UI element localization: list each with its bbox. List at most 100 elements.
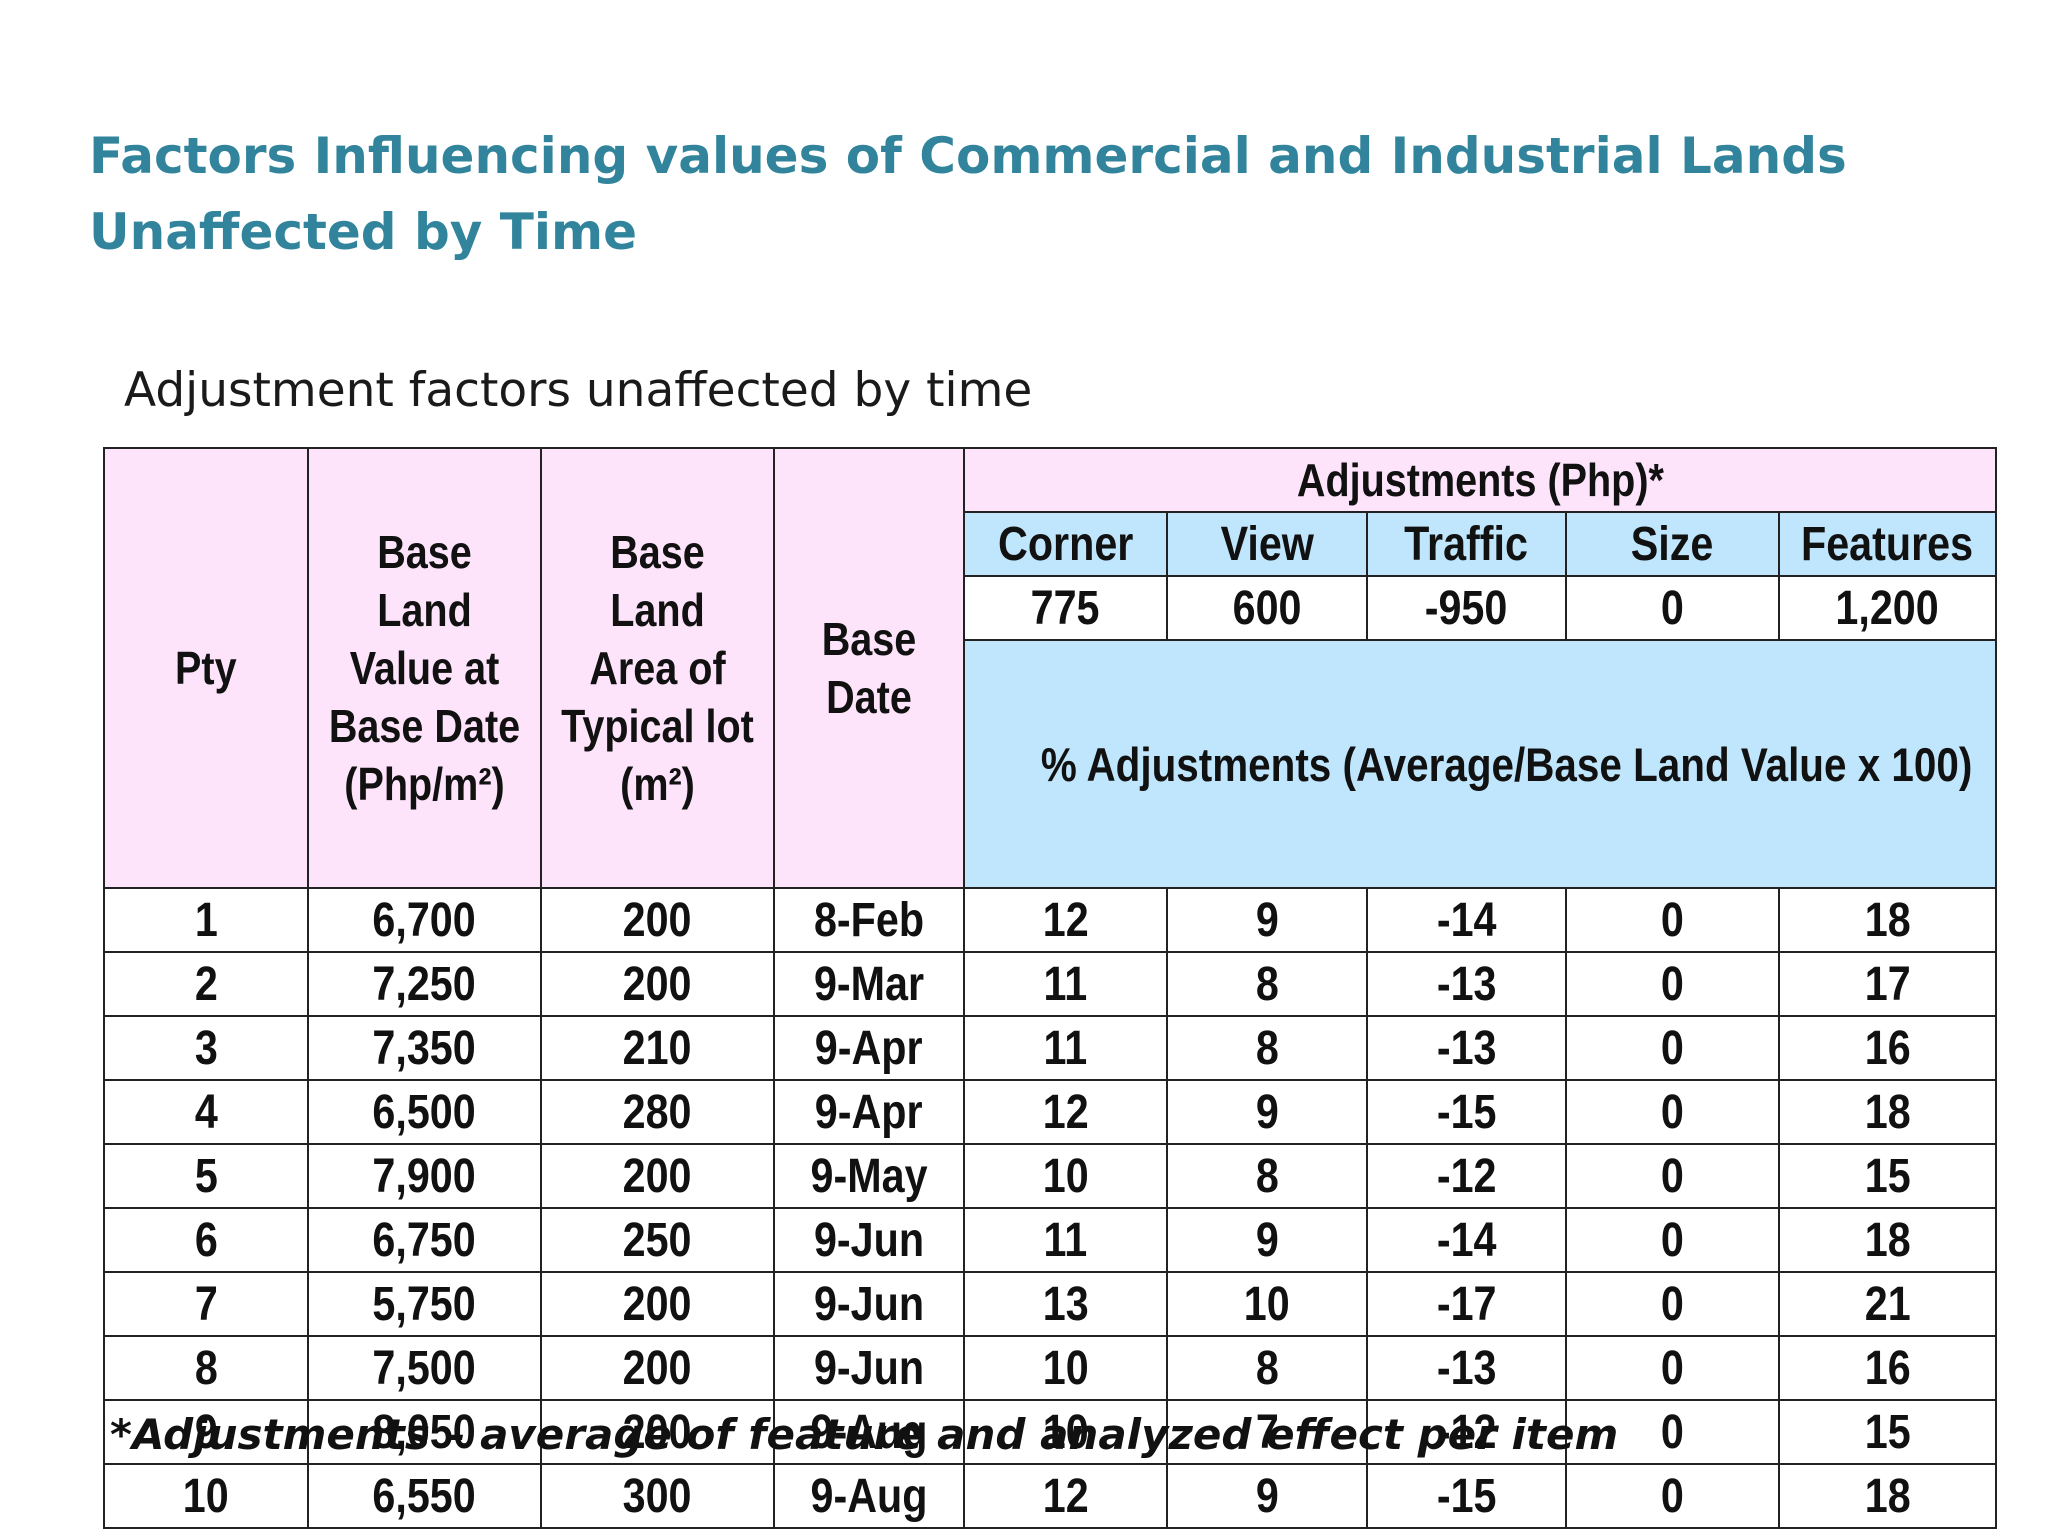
cell-base-land-area: 200: [540, 1143, 775, 1209]
cell-text: 200: [623, 1277, 692, 1331]
cell-pty: 1: [103, 887, 309, 953]
cell-text: 10: [1042, 1405, 1089, 1459]
cell-size: 0: [1565, 1463, 1780, 1529]
cell-size: 0: [1565, 1143, 1780, 1209]
cell-text: 11: [1043, 1021, 1088, 1075]
cell-text: 300: [623, 1469, 692, 1523]
cell-text: 5,750: [372, 1277, 477, 1331]
cell-base-date: 9-Aug: [773, 1463, 965, 1529]
header-pty: Pty: [103, 447, 309, 889]
cell-text: -12: [1436, 1149, 1497, 1203]
cell-text: 8: [1255, 1021, 1279, 1075]
cell-text: 9-Apr: [815, 1021, 923, 1075]
cell-text: 7,250: [372, 957, 477, 1011]
cell-base-date: 9-Aug: [773, 1399, 965, 1465]
table-row: 6 6,750 250 9-Jun 11 9 -14 0 18: [103, 1207, 1998, 1273]
cell-view: 9: [1166, 1207, 1368, 1273]
header-text: % Adjustments (Average/Base Land Value x…: [1040, 737, 1973, 791]
cell-text: 10: [1042, 1341, 1089, 1395]
header-text: View: [1220, 517, 1314, 571]
cell-base-land-area: 300: [540, 1463, 775, 1529]
cell-view: 9: [1166, 1463, 1368, 1529]
cell-text: -14: [1436, 893, 1497, 947]
factor-value-view: 600: [1166, 575, 1368, 641]
cell-text: 10: [183, 1469, 229, 1523]
cell-text: 250: [623, 1213, 692, 1267]
cell-text: 6,500: [372, 1085, 477, 1139]
cell-traffic: -14: [1366, 1207, 1567, 1273]
cell-text: 16: [1864, 1021, 1911, 1075]
cell-text: 8: [1255, 957, 1279, 1011]
header-text: (Php/m²): [344, 758, 505, 810]
table-row: 8 7,500 200 9-Jun 10 8 -13 0 16: [103, 1335, 1998, 1401]
cell-text: 0: [1661, 1213, 1684, 1267]
cell-base-land-value: 8,050: [307, 1399, 542, 1465]
cell-view: 8: [1166, 1335, 1368, 1401]
cell-features: 21: [1777, 1271, 1998, 1337]
cell-view: 10: [1166, 1271, 1368, 1337]
cell-corner: 12: [963, 1463, 1168, 1529]
cell-text: 0: [1661, 957, 1684, 1011]
cell-text: 200: [623, 893, 692, 947]
cell-text: -15: [1436, 1085, 1497, 1139]
cell-features: 18: [1777, 887, 1998, 953]
cell-base-land-value: 5,750: [307, 1271, 542, 1337]
cell-text: 0: [1661, 1277, 1684, 1331]
header-adjustments-label: Adjustments (Php)*: [1296, 454, 1664, 506]
header-adjustments: Adjustments (Php)*: [962, 447, 1998, 513]
cell-size: 0: [1565, 951, 1780, 1017]
cell-text: 9-Mar: [813, 957, 925, 1011]
cell-features: 18: [1777, 1463, 1998, 1529]
cell-traffic: -12: [1366, 1143, 1567, 1209]
cell-features: 16: [1777, 1015, 1998, 1081]
cell-text: 9-Apr: [815, 1085, 923, 1139]
cell-text: 7: [194, 1277, 218, 1331]
header-text: (m²): [620, 758, 695, 810]
cell-text: 18: [1864, 1213, 1911, 1267]
cell-text: 5: [194, 1149, 218, 1203]
cell-text: 775: [1031, 581, 1100, 635]
table-body: 1 6,700 200 8-Feb 12 9 -14 0 18 2 7,250 200 9-Mar 11 8…: [103, 887, 1998, 1529]
cell-text: 9-Jun: [813, 1341, 925, 1395]
cell-pty: 6: [103, 1207, 309, 1273]
cell-text: 16: [1864, 1341, 1911, 1395]
cell-text: 11: [1043, 1213, 1088, 1267]
cell-view: 7: [1166, 1399, 1368, 1465]
cell-features: 15: [1777, 1143, 1998, 1209]
cell-traffic: -13: [1366, 951, 1567, 1017]
cell-size: 0: [1565, 1271, 1780, 1337]
cell-pty: 7: [103, 1271, 309, 1337]
cell-traffic: -17: [1366, 1271, 1567, 1337]
cell-view: 8: [1166, 951, 1368, 1017]
header-row-factor-values: 775 600 -950 0 1,200: [104, 575, 1998, 641]
header-features: Features: [1777, 511, 1998, 577]
cell-text: 0: [1661, 1341, 1684, 1395]
cell-text: -14: [1436, 1213, 1497, 1267]
cell-text: 7,500: [372, 1341, 477, 1395]
cell-text: 18: [1864, 1469, 1911, 1523]
cell-text: -13: [1436, 1021, 1497, 1075]
cell-base-date: 9-Jun: [773, 1207, 965, 1273]
cell-size: 0: [1565, 887, 1780, 953]
slide-title: Factors Influencing values of Commercial…: [89, 118, 1969, 270]
cell-corner: 11: [963, 951, 1168, 1017]
cell-base-land-value: 6,700: [307, 887, 542, 953]
table-row: 2 7,250 200 9-Mar 11 8 -13 0 17: [103, 951, 1998, 1017]
header-base-land-area-label: Base Land Area of Typical lot (m²): [558, 523, 757, 813]
cell-traffic: -12: [1366, 1399, 1567, 1465]
table-row: 5 7,900 200 9-May 10 8 -12 0 15: [103, 1143, 1998, 1209]
cell-text: 200: [623, 1405, 692, 1459]
cell-text: -13: [1436, 957, 1497, 1011]
cell-features: 18: [1777, 1207, 1998, 1273]
cell-base-land-value: 7,900: [307, 1143, 542, 1209]
cell-text: 6: [194, 1213, 218, 1267]
cell-pty: 10: [103, 1463, 309, 1529]
table-row: 9 8,050 200 9-Aug 10 7 -12 0 15: [103, 1399, 1998, 1465]
cell-view: 8: [1166, 1143, 1368, 1209]
cell-size: 0: [1565, 1079, 1780, 1145]
cell-text: 13: [1042, 1277, 1089, 1331]
table-row: 10 6,550 300 9-Aug 12 9 -15 0 18: [103, 1463, 1998, 1529]
cell-text: 8: [1255, 1149, 1279, 1203]
header-text: Features: [1801, 517, 1974, 571]
header-base-date-label: Base Date: [822, 610, 917, 726]
